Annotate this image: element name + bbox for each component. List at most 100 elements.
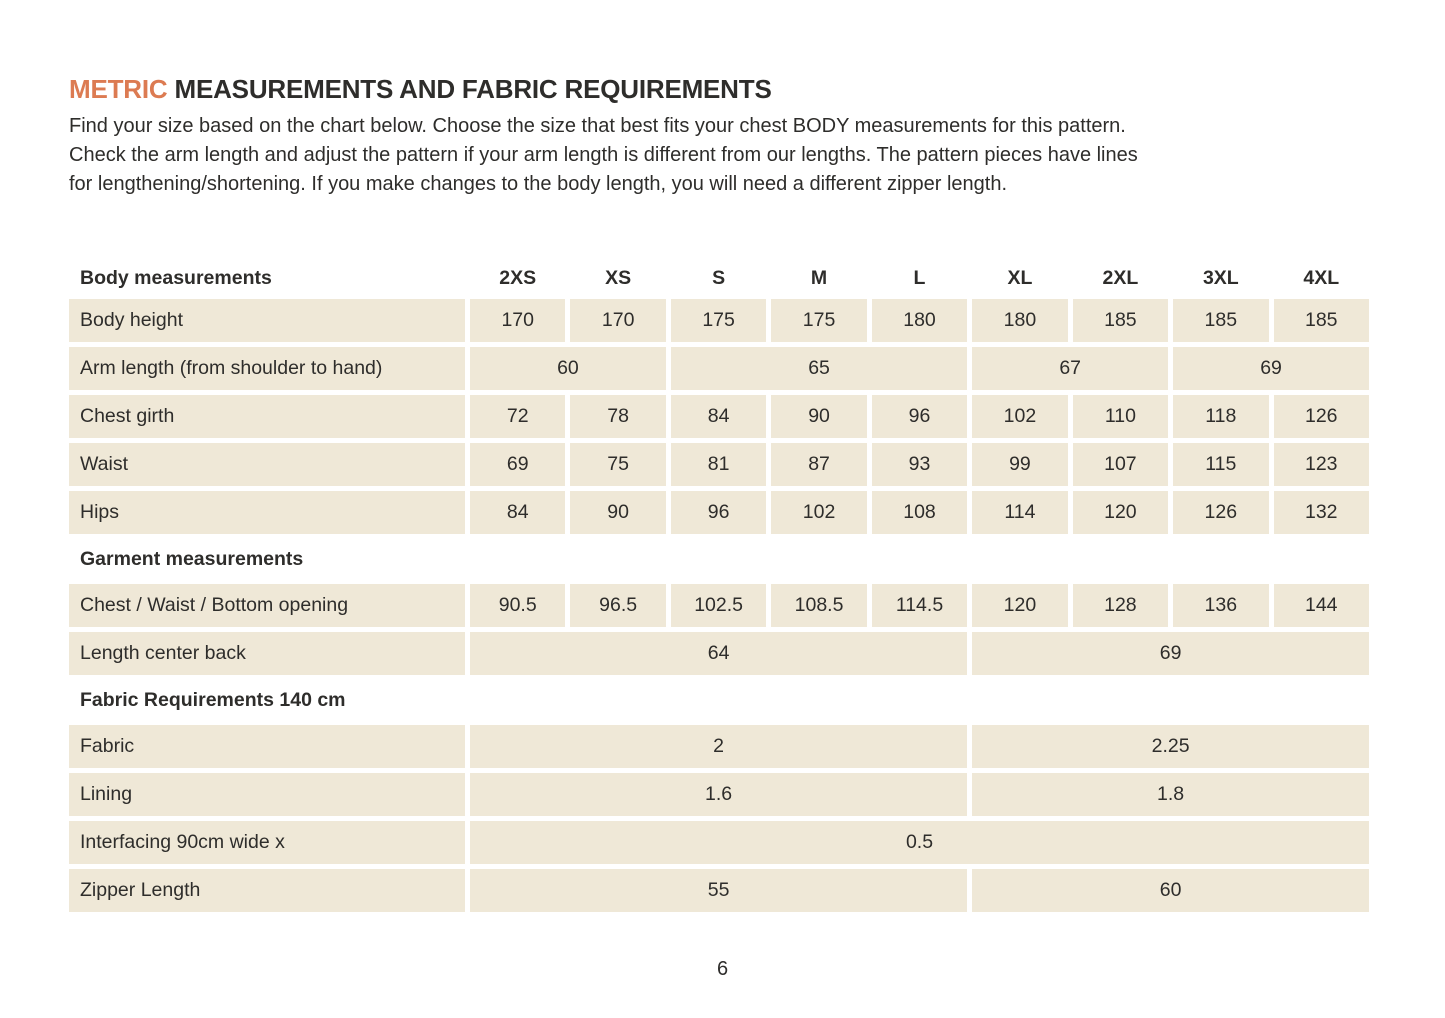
value-cell: 102 (771, 491, 867, 534)
table-row-body-height: Body height 170 170 175 175 180 180 185 … (69, 299, 1369, 342)
value-cell-merged: 67 (972, 347, 1169, 390)
table-row-length-center-back: Length center back 64 69 (69, 632, 1369, 675)
intro-line: Find your size based on the chart below.… (69, 115, 1126, 137)
row-label: Waist (69, 443, 465, 486)
table-row-chest-girth: Chest girth 72 78 84 90 96 102 110 118 1… (69, 395, 1369, 438)
table-row-interfacing: Interfacing 90cm wide x 0.5 (69, 821, 1369, 864)
column-header-body-measurements: Body measurements (80, 266, 272, 289)
value-cell-merged: 2 (470, 725, 968, 768)
value-cell-merged: 65 (670, 347, 968, 390)
row-label: Fabric (69, 725, 465, 768)
column-header-size-xl: XL (1007, 266, 1033, 289)
value-cell: 90 (570, 491, 666, 534)
value-cell: 102.5 (670, 584, 767, 627)
page-title-highlight: METRIC (69, 74, 168, 104)
row-label: Interfacing 90cm wide x (69, 821, 465, 864)
page-title: METRIC MEASUREMENTS AND FABRIC REQUIREME… (69, 74, 1376, 104)
row-label: Chest girth (69, 395, 465, 438)
value-cell: 96 (670, 491, 767, 534)
value-cell-merged: 69 (1173, 347, 1369, 390)
value-cell: 78 (570, 395, 666, 438)
value-cell: 114.5 (871, 584, 968, 627)
value-cell: 90.5 (470, 584, 566, 627)
column-header-size-s: S (712, 266, 726, 289)
value-cell-merged: 2.25 (972, 725, 1369, 768)
value-cell-merged: 60 (972, 869, 1369, 912)
value-cell: 108 (871, 491, 968, 534)
column-header-size-l: L (913, 266, 926, 289)
table-row-waist: Waist 69 75 81 87 93 99 107 115 123 (69, 443, 1369, 486)
row-label: Chest / Waist / Bottom opening (69, 584, 465, 627)
value-cell: 81 (670, 443, 767, 486)
row-label: Arm length (from shoulder to hand) (69, 347, 465, 390)
value-cell: 180 (972, 299, 1068, 342)
value-cell-merged: 69 (972, 632, 1369, 675)
column-header-size-2xl: 2XL (1102, 266, 1139, 289)
value-cell: 144 (1273, 584, 1369, 627)
row-label: Body height (69, 299, 465, 342)
table-row-fabric: Fabric 2 2.25 (69, 725, 1369, 768)
value-cell: 115 (1173, 443, 1269, 486)
row-label: Lining (69, 773, 465, 816)
value-cell-merged: 0.5 (470, 821, 1369, 864)
value-cell: 175 (771, 299, 867, 342)
value-cell: 126 (1173, 491, 1269, 534)
row-label: Length center back (69, 632, 465, 675)
table-row-arm-length: Arm length (from shoulder to hand) 60 65… (69, 347, 1369, 390)
value-cell: 99 (972, 443, 1068, 486)
value-cell-merged: 64 (470, 632, 968, 675)
value-cell: 75 (570, 443, 666, 486)
value-cell-merged: 1.8 (972, 773, 1369, 816)
table-row-lining: Lining 1.6 1.8 (69, 773, 1369, 816)
value-cell: 93 (871, 443, 968, 486)
value-cell: 84 (470, 491, 566, 534)
column-header-size-xs: XS (605, 266, 632, 289)
value-cell: 96 (871, 395, 968, 438)
value-cell: 185 (1173, 299, 1269, 342)
column-header-size-2xs: 2XS (499, 266, 537, 289)
table-row-hips: Hips 84 90 96 102 108 114 120 126 132 (69, 491, 1369, 534)
value-cell: 96.5 (570, 584, 666, 627)
section-header-fabric-requirements: Fabric Requirements 140 cm (80, 688, 346, 711)
value-cell: 170 (570, 299, 666, 342)
value-cell: 108.5 (771, 584, 867, 627)
value-cell: 69 (470, 443, 566, 486)
value-cell: 136 (1173, 584, 1269, 627)
value-cell: 185 (1072, 299, 1169, 342)
column-header-size-3xl: 3XL (1202, 266, 1239, 289)
value-cell: 126 (1273, 395, 1369, 438)
intro-line: for lengthening/shortening. If you make … (69, 173, 1008, 195)
value-cell-merged: 1.6 (470, 773, 968, 816)
row-label: Hips (69, 491, 465, 534)
intro-paragraph: Find your size based on the chart below.… (69, 112, 1376, 199)
value-cell: 84 (670, 395, 767, 438)
page-number: 6 (716, 958, 729, 980)
section-header-garment-measurements: Garment measurements (80, 547, 304, 570)
page-content: METRIC MEASUREMENTS AND FABRIC REQUIREME… (69, 74, 1376, 917)
value-cell: 114 (972, 491, 1068, 534)
table-row-chest-waist-bottom-opening: Chest / Waist / Bottom opening 90.5 96.5… (69, 584, 1369, 627)
value-cell: 120 (972, 584, 1068, 627)
value-cell-merged: 55 (470, 869, 968, 912)
value-cell: 175 (670, 299, 767, 342)
value-cell: 180 (871, 299, 968, 342)
intro-line: Check the arm length and adjust the patt… (69, 144, 1138, 166)
column-header-size-4xl: 4XL (1303, 266, 1340, 289)
value-cell: 87 (771, 443, 867, 486)
value-cell: 72 (470, 395, 566, 438)
value-cell: 123 (1273, 443, 1369, 486)
value-cell: 90 (771, 395, 867, 438)
value-cell: 132 (1273, 491, 1369, 534)
value-cell: 118 (1173, 395, 1269, 438)
table-header-row: Body measurements 2XS XS S M L XL 2XL 3X… (69, 259, 1369, 297)
column-header-size-m: M (810, 266, 828, 289)
value-cell: 107 (1072, 443, 1169, 486)
value-cell: 170 (470, 299, 566, 342)
page-title-rest: MEASUREMENTS AND FABRIC REQUIREMENTS (174, 74, 772, 104)
value-cell: 110 (1072, 395, 1169, 438)
row-label: Zipper Length (69, 869, 465, 912)
value-cell: 102 (972, 395, 1068, 438)
value-cell: 120 (1072, 491, 1169, 534)
measurements-table: Body measurements 2XS XS S M L XL 2XL 3X… (69, 259, 1369, 912)
